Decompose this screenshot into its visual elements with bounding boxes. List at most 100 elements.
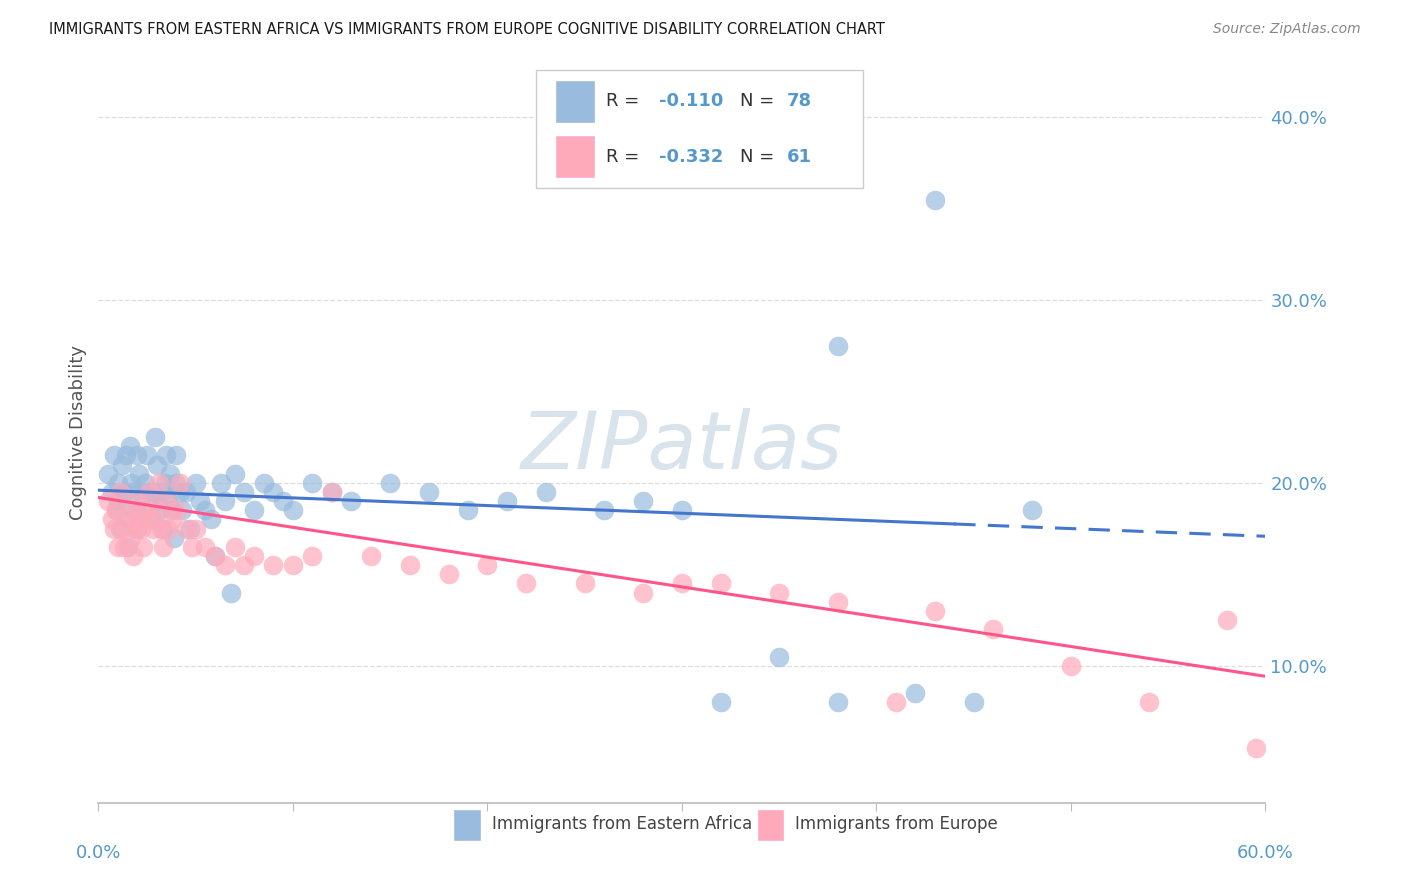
Point — [159, 467, 181, 481]
Point — [155, 494, 177, 508]
Point — [180, 540, 202, 554]
Point — [142, 522, 165, 536]
Text: 60.0%: 60.0% — [1237, 844, 1294, 862]
Point — [671, 576, 693, 591]
Point — [301, 549, 323, 563]
Point — [124, 522, 146, 536]
Point — [360, 549, 382, 563]
Point — [127, 449, 149, 463]
Point — [127, 522, 149, 536]
Point — [149, 485, 172, 500]
Text: IMMIGRANTS FROM EASTERN AFRICA VS IMMIGRANTS FROM EUROPE COGNITIVE DISABILITY CO: IMMIGRANTS FROM EASTERN AFRICA VS IMMIGR… — [49, 22, 886, 37]
Point — [710, 695, 733, 709]
Point — [418, 485, 440, 500]
Point — [149, 522, 172, 536]
Point — [111, 458, 134, 472]
Point — [136, 449, 159, 463]
Point — [124, 503, 146, 517]
Point — [122, 485, 145, 500]
Point — [380, 475, 402, 490]
Point — [827, 339, 849, 353]
Point — [169, 485, 191, 500]
Text: 78: 78 — [787, 92, 813, 111]
Point — [209, 475, 232, 490]
Point — [904, 686, 927, 700]
Point — [170, 503, 193, 517]
Point — [281, 558, 304, 573]
Point — [152, 540, 174, 554]
Point — [121, 531, 143, 545]
Text: Immigrants from Europe: Immigrants from Europe — [796, 815, 998, 833]
Point — [768, 585, 790, 599]
Point — [437, 567, 460, 582]
Point — [179, 522, 201, 536]
Point — [142, 485, 165, 500]
Point — [132, 503, 155, 517]
Point — [132, 540, 155, 554]
Point — [574, 576, 596, 591]
Point — [136, 503, 159, 517]
Point — [163, 531, 186, 545]
Point — [148, 503, 170, 517]
Point — [768, 649, 790, 664]
Point — [162, 503, 184, 517]
Point — [457, 503, 479, 517]
Point — [271, 494, 294, 508]
Point — [593, 503, 616, 517]
Text: N =: N = — [741, 148, 780, 166]
Point — [204, 549, 226, 563]
Point — [631, 585, 654, 599]
Point — [129, 485, 152, 500]
Point — [112, 485, 135, 500]
Point — [243, 503, 266, 517]
Point — [104, 503, 127, 517]
Point — [194, 503, 217, 517]
Text: -0.110: -0.110 — [658, 92, 723, 111]
Point — [262, 485, 284, 500]
Bar — [555, 81, 595, 121]
Point — [496, 494, 519, 508]
Point — [1021, 503, 1043, 517]
Point — [107, 540, 129, 554]
Point — [214, 558, 236, 573]
Point — [233, 558, 256, 573]
Point — [118, 439, 141, 453]
Point — [219, 585, 242, 599]
Point — [631, 494, 654, 508]
Point — [165, 449, 187, 463]
Point — [138, 485, 160, 500]
Text: N =: N = — [741, 92, 780, 111]
Point — [128, 512, 150, 526]
Point — [200, 512, 222, 526]
Point — [233, 485, 256, 500]
Point — [204, 549, 226, 563]
Point — [117, 512, 139, 526]
Text: Source: ZipAtlas.com: Source: ZipAtlas.com — [1213, 22, 1361, 37]
Point — [108, 485, 131, 500]
Point — [224, 467, 246, 481]
Point — [1137, 695, 1160, 709]
Point — [121, 475, 143, 490]
Point — [153, 475, 176, 490]
Point — [165, 475, 187, 490]
Point — [138, 485, 160, 500]
Point — [253, 475, 276, 490]
Point — [262, 558, 284, 573]
Bar — [555, 136, 595, 178]
Point — [146, 503, 169, 517]
Point — [97, 494, 120, 508]
Point — [194, 540, 217, 554]
FancyBboxPatch shape — [536, 70, 863, 188]
Point — [301, 475, 323, 490]
Point — [146, 494, 169, 508]
Point — [884, 695, 907, 709]
Point — [1244, 741, 1267, 756]
Point — [827, 595, 849, 609]
Text: R =: R = — [606, 92, 651, 111]
Point — [107, 475, 129, 490]
Point — [97, 467, 120, 481]
Point — [128, 467, 150, 481]
Text: Immigrants from Eastern Africa: Immigrants from Eastern Africa — [492, 815, 752, 833]
Point — [129, 522, 152, 536]
Point — [398, 558, 420, 573]
